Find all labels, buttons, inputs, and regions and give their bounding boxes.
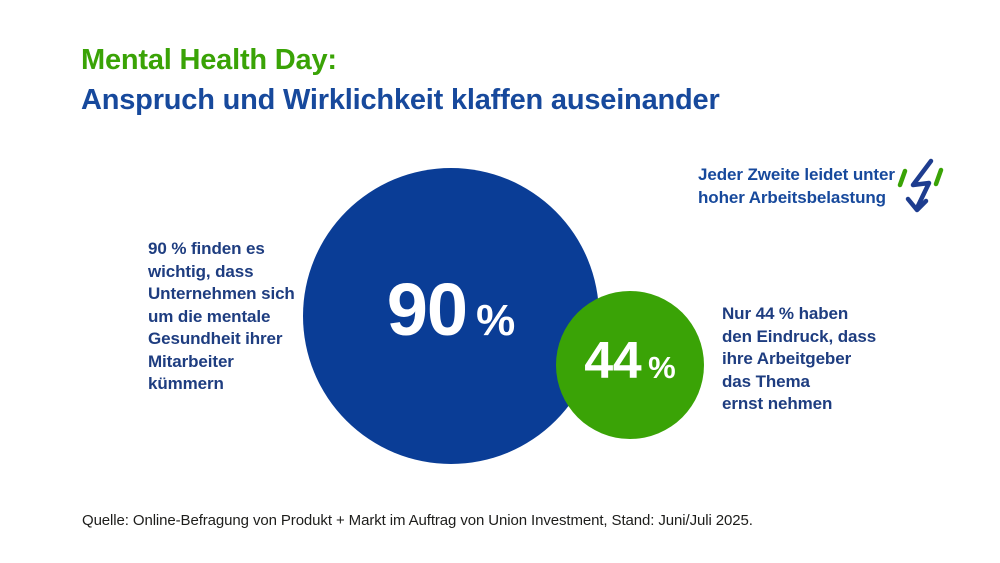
source-note: Quelle: Online-Befragung von Produkt + M… xyxy=(82,512,753,529)
bubble-44-unit: % xyxy=(648,350,676,385)
bubble-90-percent: 90 % xyxy=(303,168,599,464)
bubble-44-value: 44 xyxy=(584,332,642,390)
bubble-90-unit: % xyxy=(476,295,516,345)
title-line-blue: Anspruch und Wirklichkeit klaffen ausein… xyxy=(81,84,720,116)
annotation-44-percent: Nur 44 % haben den Eindruck, dass ihre A… xyxy=(722,304,877,413)
annotation-workload: Jeder Zweite leidet unter hoher Arbeitsb… xyxy=(698,165,895,207)
page-title: Mental Health Day: Anspruch und Wirklich… xyxy=(81,40,720,120)
stress-lightning-arrow-down-icon xyxy=(897,158,944,213)
bubble-90-value: 90 xyxy=(386,267,468,351)
title-line-green: Mental Health Day: xyxy=(81,44,337,76)
bubble-44-label: 44 % xyxy=(584,328,676,390)
bubble-90-label: 90 % xyxy=(387,267,515,352)
bubble-44-percent: 44 % xyxy=(556,291,704,439)
annotation-90-percent: 90 % finden es wichtig, dass Unternehmen… xyxy=(148,239,295,393)
